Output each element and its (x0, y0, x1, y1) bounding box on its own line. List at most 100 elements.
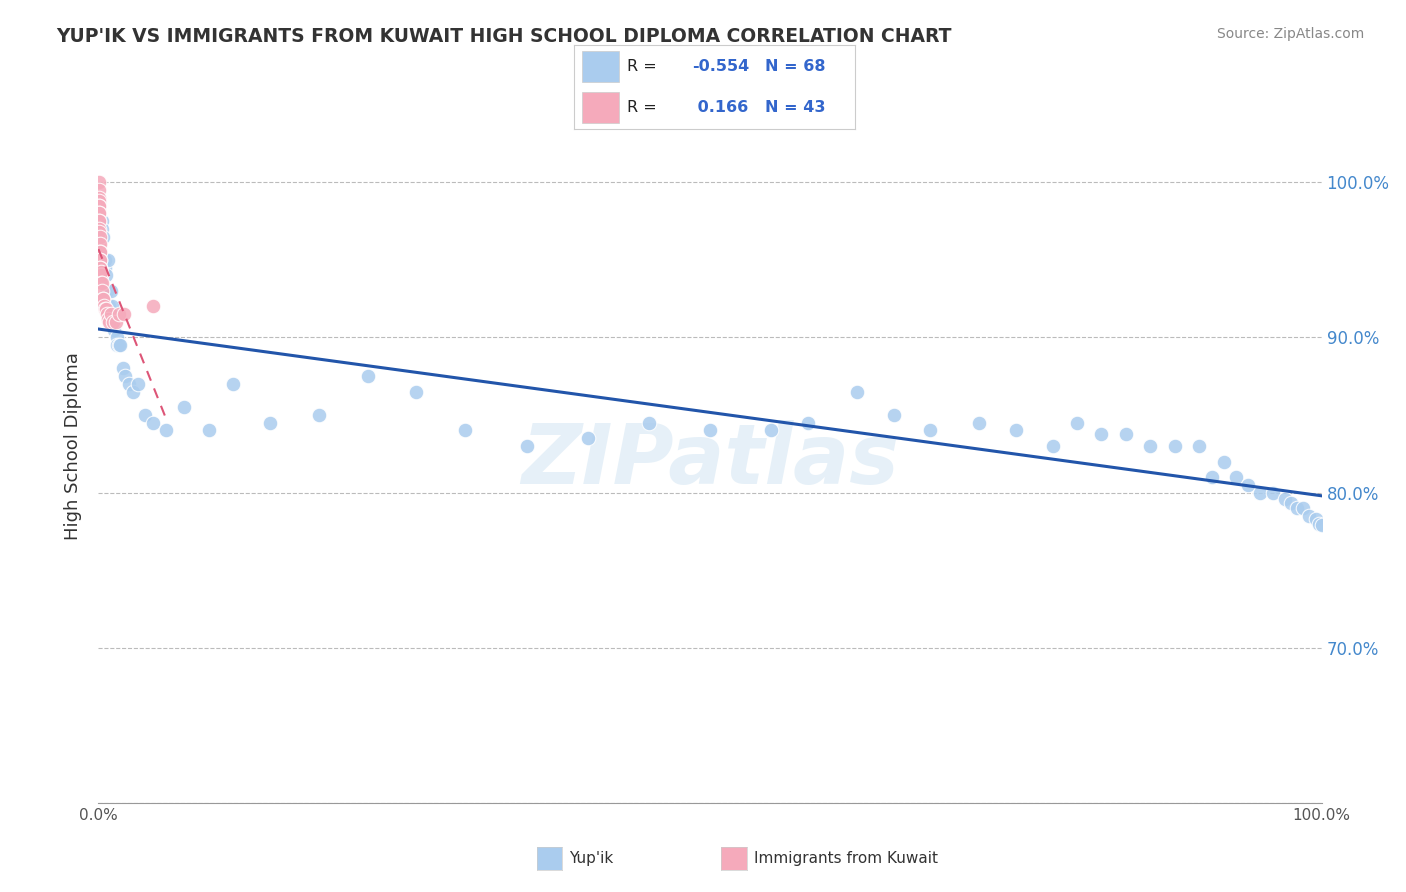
Point (845, 384, 868, 399)
Point (89, 245, 111, 260)
Point (127, 376, 149, 391)
Point (638, 416, 661, 430)
Point (1305, 512, 1327, 526)
Point (515, 439, 537, 453)
Point (222, 376, 245, 391)
Point (134, 408, 156, 422)
Point (1201, 470, 1223, 484)
Point (87, 175, 110, 189)
Point (93, 260, 115, 275)
Point (89, 229, 111, 244)
Point (98, 315, 121, 329)
Point (90, 268, 112, 283)
Point (1261, 485, 1284, 500)
Point (111, 361, 134, 376)
Point (89, 245, 111, 260)
Point (101, 299, 124, 313)
Point (98, 299, 121, 313)
Point (89, 237, 111, 252)
Point (118, 376, 141, 391)
Point (90, 276, 112, 290)
FancyBboxPatch shape (582, 52, 619, 82)
Point (576, 431, 599, 445)
Point (96, 284, 118, 298)
Point (87, 198, 110, 212)
Point (101, 315, 124, 329)
Point (967, 416, 990, 430)
Point (89, 214, 111, 228)
Point (89, 260, 111, 275)
Point (91, 292, 114, 306)
Point (87, 198, 110, 212)
Point (89, 225, 111, 239)
Point (1286, 501, 1309, 516)
Point (259, 416, 281, 430)
Point (96, 307, 118, 321)
Point (87, 198, 110, 212)
Point (94, 268, 117, 283)
Point (308, 408, 330, 422)
Point (105, 330, 128, 344)
Point (87, 194, 110, 208)
Point (91, 222, 114, 236)
Point (89, 214, 111, 228)
Point (454, 424, 477, 438)
Point (761, 424, 783, 438)
Point (105, 338, 128, 352)
Point (89, 245, 111, 260)
Point (89, 206, 111, 220)
Point (93, 252, 115, 267)
Point (1298, 508, 1320, 523)
Text: N = 68: N = 68 (765, 59, 825, 74)
Point (89, 237, 111, 252)
Text: YUP'IK VS IMMIGRANTS FROM KUWAIT HIGH SCHOOL DIPLOMA CORRELATION CHART: YUP'IK VS IMMIGRANTS FROM KUWAIT HIGH SC… (56, 27, 952, 45)
Text: 0.166: 0.166 (692, 100, 748, 115)
Point (142, 299, 165, 313)
Point (97, 252, 120, 267)
Point (100, 284, 122, 298)
Point (121, 384, 143, 399)
Point (883, 408, 905, 422)
Point (89, 222, 111, 236)
Point (112, 307, 135, 321)
Point (89, 252, 111, 267)
Point (356, 369, 378, 384)
Point (90, 265, 112, 279)
Point (1308, 516, 1330, 531)
Point (1274, 491, 1296, 506)
Point (1188, 439, 1211, 453)
Point (97, 311, 120, 326)
Point (1225, 470, 1247, 484)
Text: N = 43: N = 43 (765, 100, 825, 115)
Point (173, 401, 195, 415)
Point (93, 299, 115, 313)
Text: R =: R = (627, 100, 662, 115)
Text: ZIPatlas: ZIPatlas (522, 420, 898, 500)
Point (89, 252, 111, 267)
Point (1004, 424, 1026, 438)
Point (197, 424, 219, 438)
Point (155, 424, 177, 438)
Point (91, 284, 114, 298)
Point (87, 183, 110, 197)
Point (114, 369, 136, 384)
Point (1292, 501, 1315, 516)
Point (1249, 485, 1271, 500)
Point (101, 315, 124, 329)
Point (91, 292, 114, 306)
Point (142, 416, 165, 430)
Text: Source: ZipAtlas.com: Source: ZipAtlas.com (1216, 27, 1364, 41)
Point (89, 237, 111, 252)
Point (94, 302, 117, 317)
Text: Immigrants from Kuwait: Immigrants from Kuwait (754, 851, 938, 865)
Point (1212, 454, 1234, 468)
Point (100, 307, 122, 321)
Point (87, 191, 110, 205)
Point (103, 323, 125, 337)
Point (87, 206, 110, 220)
Point (797, 416, 820, 430)
Point (91, 229, 114, 244)
Point (699, 424, 721, 438)
Y-axis label: High School Diploma: High School Diploma (65, 352, 83, 540)
Point (90, 268, 112, 283)
